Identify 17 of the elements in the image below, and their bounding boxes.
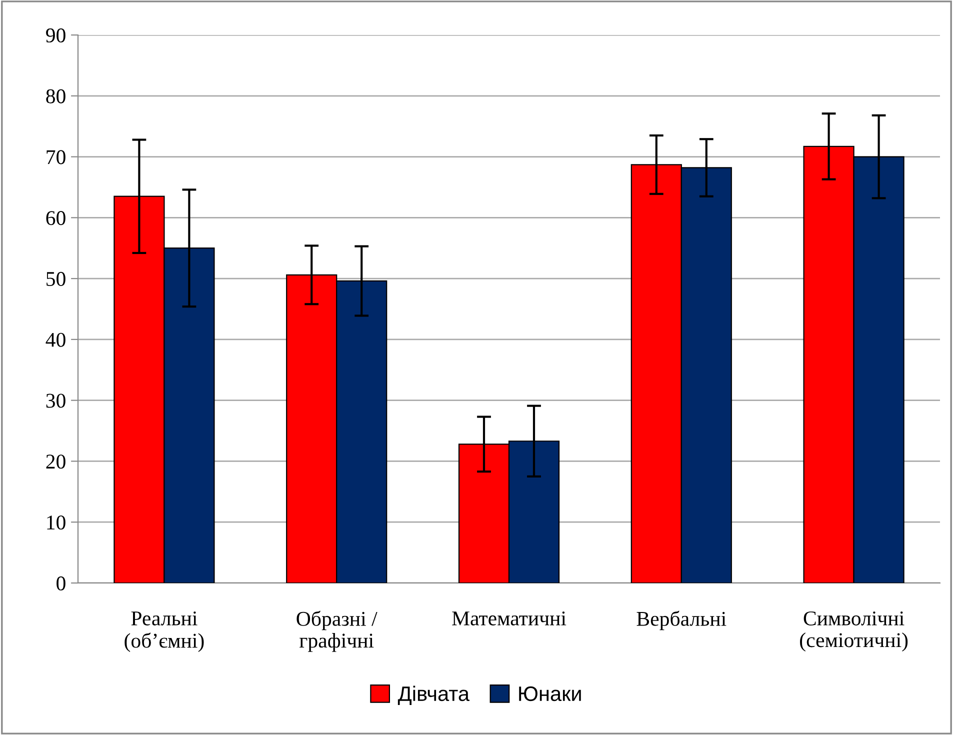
legend-label: Дівчата [398,686,470,706]
y-tick-label: 40 [46,332,66,347]
y-tick-label: 50 [46,272,66,286]
x-tick-label: Образні / графічні [296,610,378,652]
x-tick-label: Вербальні [636,610,726,630]
y-tick-label: 70 [46,150,66,164]
y-tick-label: 0 [56,576,66,590]
y-tick-label: 30 [46,394,66,408]
legend-label: Юнаки [519,686,581,702]
y-tick-label: 80 [46,89,66,104]
x-tick-label: Математичні [452,611,566,626]
x-tick-label: Символічні (семіотичні) [800,611,908,652]
y-tick-label: 20 [46,454,66,469]
y-tick-label: 90 [46,28,66,42]
y-tick-label: 10 [47,515,66,530]
x-tick-label: Реальні (об’ємні) [124,611,204,652]
y-tick-label: 60 [46,211,66,226]
